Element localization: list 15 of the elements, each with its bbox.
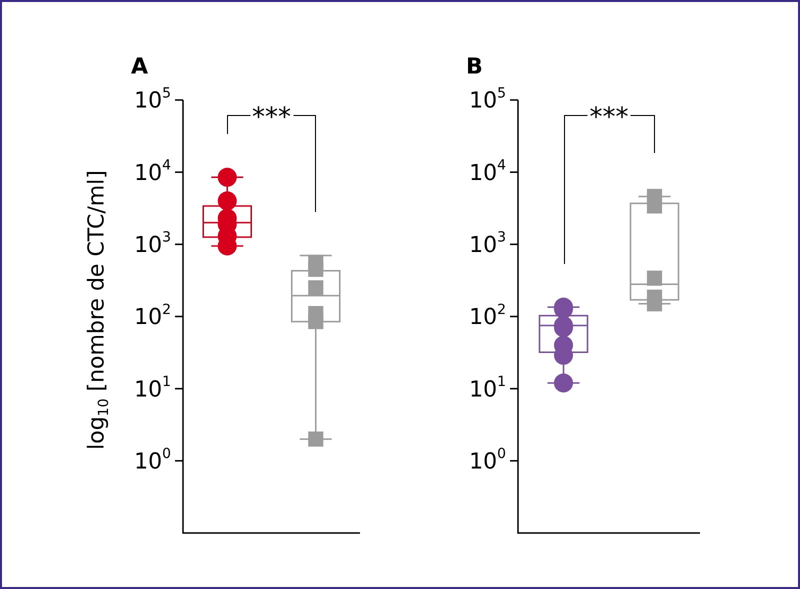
point (646, 290, 662, 305)
point (308, 432, 324, 447)
y-axis-title: log10 [nombre de CTC/ml] (84, 170, 112, 450)
annotation: *** (588, 102, 630, 133)
chart-title: A (131, 54, 148, 80)
point (646, 270, 662, 286)
point (308, 280, 324, 296)
annotation: *** (250, 102, 293, 133)
point (218, 168, 237, 187)
point (218, 191, 237, 210)
point (646, 188, 662, 204)
point (554, 373, 573, 392)
point (308, 254, 324, 270)
chart-title: B (466, 54, 483, 80)
point (308, 306, 324, 322)
